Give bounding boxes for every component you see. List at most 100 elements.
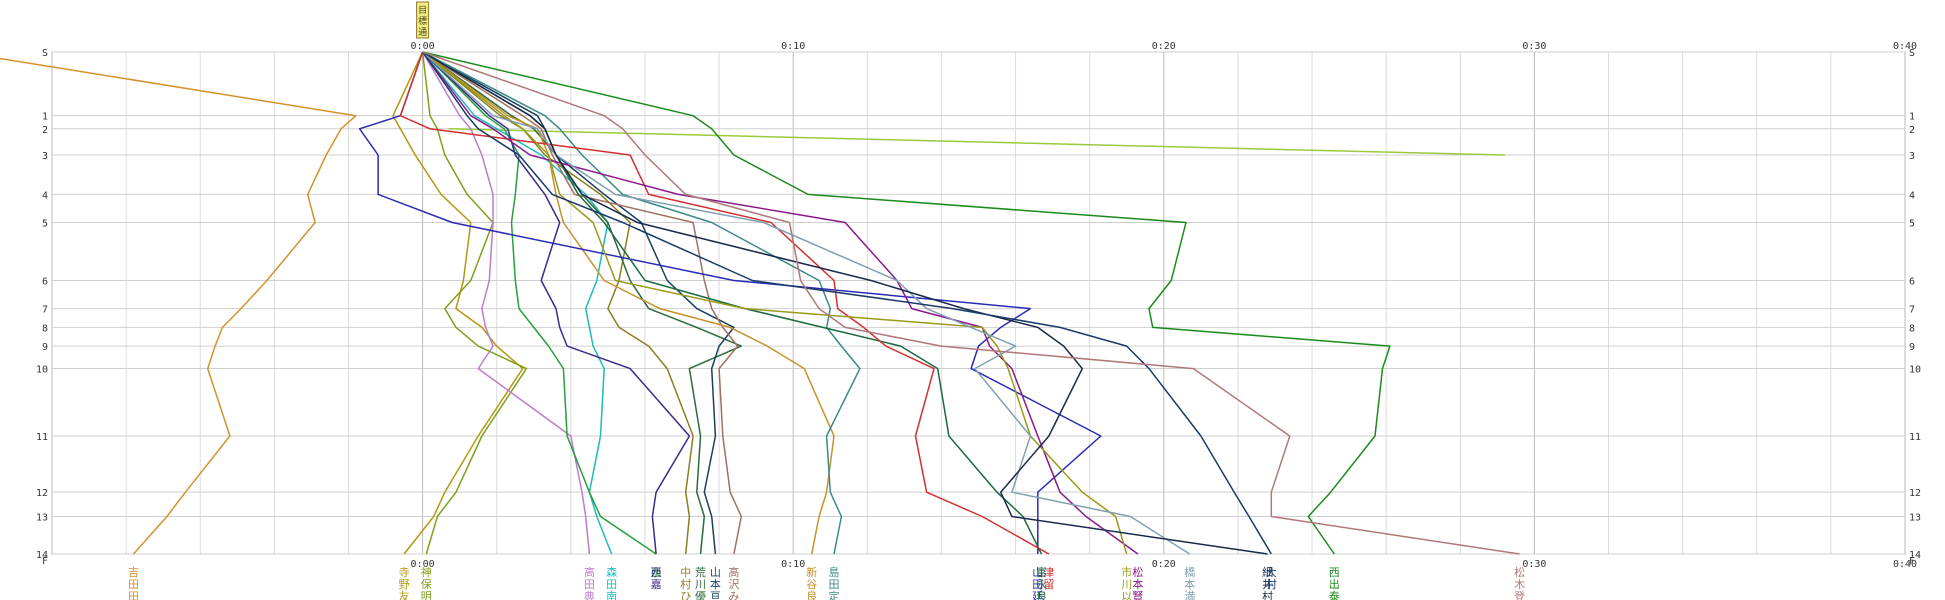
start-marker-glyph: 通 bbox=[418, 27, 427, 38]
y-tick-label-left: 14 bbox=[36, 550, 48, 561]
start-marker bbox=[416, 1, 430, 39]
series-name-label: 本 bbox=[1132, 577, 1143, 591]
series-name-label: 出 bbox=[1329, 577, 1340, 591]
series-name-label: 良 bbox=[1036, 589, 1047, 600]
y-tick-label-right: 4 bbox=[1909, 190, 1915, 201]
series-name-label: 富 bbox=[1036, 565, 1047, 579]
series-name-label: 明 bbox=[421, 590, 432, 600]
y-tick-label-right: 9 bbox=[1909, 342, 1915, 353]
y-tick-label-left: 10 bbox=[36, 365, 48, 376]
series-name-label: 高 bbox=[728, 565, 739, 579]
y-tick-label-left: 2 bbox=[42, 125, 48, 136]
series-name-label: 高 bbox=[584, 565, 595, 579]
series-line bbox=[358, 51, 1102, 554]
series-name-label: 新 bbox=[806, 565, 817, 579]
series-name-label: 川 bbox=[695, 578, 706, 591]
series-name-label: 田 bbox=[828, 578, 839, 591]
y-tick-label-right: 14 bbox=[1909, 550, 1921, 561]
series-line bbox=[422, 51, 613, 555]
series-name-label: 西 bbox=[1329, 566, 1340, 579]
series-name-label: 森 bbox=[606, 565, 617, 579]
series-line bbox=[421, 51, 591, 555]
series-name-label: 村 bbox=[1266, 577, 1277, 591]
y-tick-label-left: 7 bbox=[42, 305, 48, 316]
series-line bbox=[422, 51, 861, 555]
series-name-label: 木 bbox=[1514, 578, 1525, 591]
series-line bbox=[422, 51, 694, 555]
x-tick-label-top: 0:20 bbox=[1152, 41, 1176, 52]
series-name-label: 良 bbox=[806, 589, 817, 600]
series-line bbox=[422, 51, 657, 555]
finish-label-right: F bbox=[1909, 556, 1915, 567]
y-tick-label-right: 6 bbox=[1909, 277, 1915, 288]
y-tick-label-left: 1 bbox=[42, 112, 48, 123]
x-tick-label-top: 0:10 bbox=[781, 41, 805, 52]
series-line bbox=[422, 51, 743, 555]
series-name-label: 吉 bbox=[128, 566, 139, 579]
series-name-label: 田 bbox=[128, 590, 139, 600]
y-tick-label-left: 11 bbox=[36, 432, 48, 443]
series-name-label: 松 bbox=[1514, 565, 1525, 579]
y-tick-label-left: 9 bbox=[42, 342, 48, 353]
series-name-label: 永 bbox=[1036, 577, 1047, 591]
series-name-label: 以 bbox=[1121, 590, 1132, 600]
series-name-label: 定 bbox=[828, 589, 839, 600]
y-tick-label-right: 1 bbox=[1909, 112, 1915, 123]
series-name-label: 井 bbox=[1262, 577, 1273, 591]
series-name-label: 市 bbox=[1121, 565, 1132, 579]
series-name-label: 川 bbox=[1121, 578, 1132, 591]
series-name-label: 本 bbox=[1184, 577, 1195, 591]
series-name-label: 寺 bbox=[399, 566, 410, 579]
series-name-label: 沢 bbox=[728, 577, 739, 591]
series-name-label: 田 bbox=[606, 578, 617, 591]
series-name-label: 南 bbox=[606, 590, 617, 600]
series-name-label: 松 bbox=[1132, 565, 1143, 579]
y-tick-label-right: 10 bbox=[1909, 365, 1921, 376]
series-name-label: 賢 bbox=[1132, 590, 1143, 600]
series-name-label: 典 bbox=[584, 589, 595, 600]
y-tick-label-right: 8 bbox=[1909, 323, 1915, 334]
series-line bbox=[421, 51, 528, 555]
series-line bbox=[399, 51, 1050, 555]
series-line bbox=[422, 51, 1128, 555]
y-tick-label-left: 8 bbox=[42, 323, 48, 334]
series-name-label: 泰 bbox=[1329, 589, 1340, 600]
series-line bbox=[422, 51, 1391, 555]
series-name-label: 山 bbox=[710, 566, 721, 579]
y-tick-label-left: S bbox=[42, 48, 48, 59]
y-tick-label-left: 12 bbox=[36, 488, 48, 499]
series-line bbox=[392, 51, 524, 555]
y-tick-label-right: S bbox=[1909, 48, 1915, 59]
series-name-label: 本 bbox=[710, 577, 721, 591]
series-name-label: 田 bbox=[584, 578, 595, 591]
y-tick-label-left: 13 bbox=[36, 513, 48, 524]
series-name-label: 島 bbox=[828, 565, 839, 579]
series-line bbox=[0, 57, 357, 555]
series-name-label: 谷 bbox=[806, 578, 817, 591]
x-tick-label-bottom: 0:30 bbox=[1522, 559, 1546, 570]
series-name-label: 山 bbox=[1032, 566, 1043, 579]
start-marker-glyph: 標 bbox=[418, 15, 427, 27]
y-tick-label-left: 4 bbox=[42, 190, 48, 201]
series-line bbox=[422, 51, 691, 555]
series-line bbox=[422, 51, 1520, 555]
x-tick-label-bottom: 0:10 bbox=[781, 559, 805, 570]
series-name-label: 野 bbox=[399, 578, 410, 591]
y-tick-label-right: 11 bbox=[1909, 432, 1921, 443]
y-tick-label-right: 12 bbox=[1909, 488, 1921, 499]
series-name-label: 細 bbox=[1262, 566, 1273, 579]
y-tick-label-right: 13 bbox=[1909, 513, 1921, 524]
series-name-label: 橋 bbox=[1184, 565, 1195, 579]
x-tick-label-bottom: 0:40 bbox=[1893, 559, 1917, 570]
y-tick-label-left: 6 bbox=[42, 277, 48, 288]
start-marker-glyph: 目 bbox=[418, 5, 427, 16]
series-name-label: 村 bbox=[680, 577, 691, 591]
series-name-label: 大 bbox=[1266, 565, 1277, 579]
series-name-label: 保 bbox=[421, 577, 432, 591]
series-name-label: 亘 bbox=[710, 590, 721, 600]
x-tick-label-bottom: 0:00 bbox=[411, 559, 435, 570]
y-tick-label-right: 5 bbox=[1909, 218, 1915, 229]
series-name-label: 優 bbox=[695, 590, 706, 600]
series-name-label: 中 bbox=[680, 566, 691, 579]
